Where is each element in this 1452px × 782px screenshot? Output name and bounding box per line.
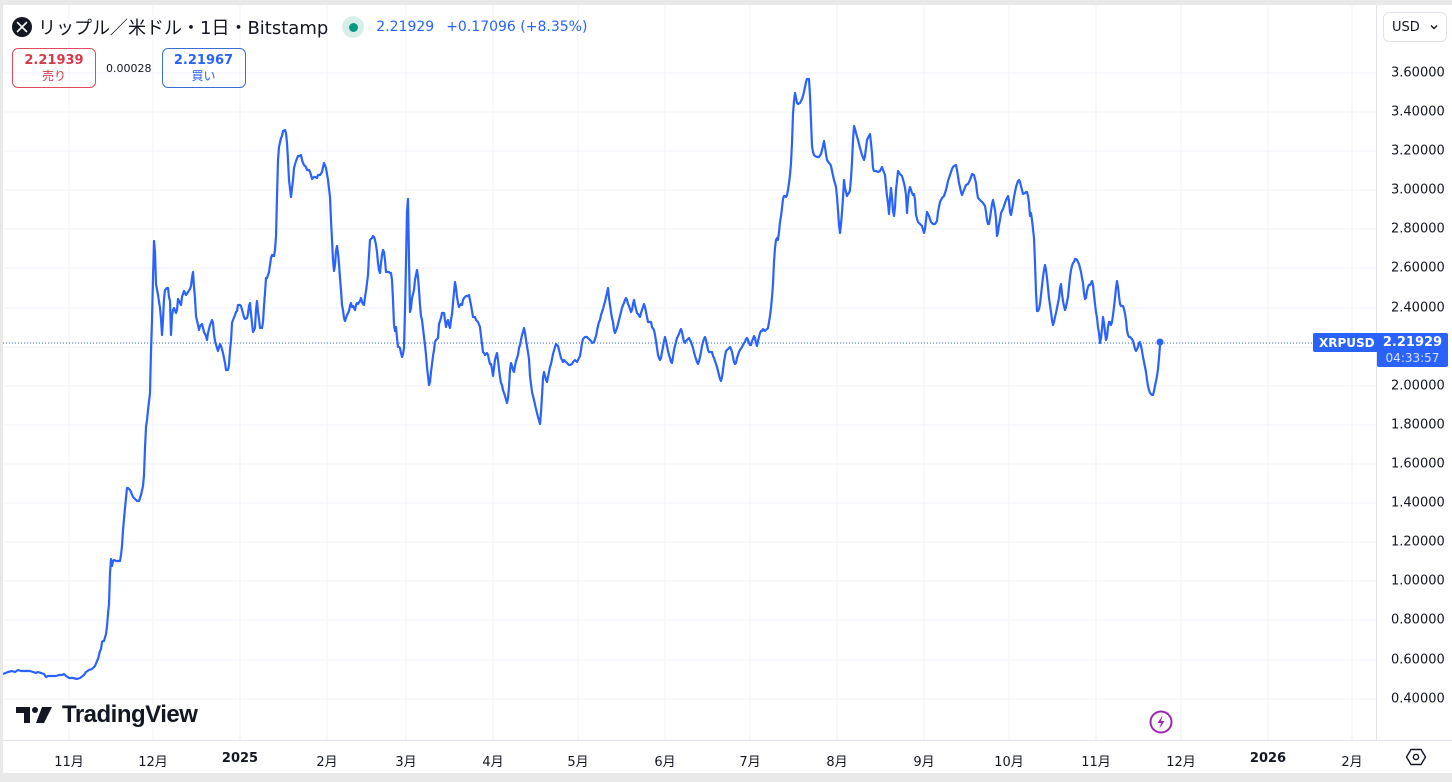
price-chart-plot[interactable] xyxy=(3,5,1376,740)
x-tick: 7月 xyxy=(739,755,761,770)
x-tick: 4月 xyxy=(482,755,504,770)
x-tick: 8月 xyxy=(826,755,848,770)
x-tick: 12月 xyxy=(1166,755,1196,770)
currency-value: USD xyxy=(1392,19,1420,35)
xrp-logo-icon xyxy=(12,17,32,37)
chart-settings-icon[interactable] xyxy=(1405,746,1427,768)
chart-title[interactable]: リップル／米ドル・1日・Bitstamp xyxy=(38,18,329,39)
y-tick: 3.60000 xyxy=(1391,65,1445,81)
y-tick: 1.20000 xyxy=(1391,534,1445,550)
x-tick: 2月 xyxy=(316,755,338,770)
tradingview-logo[interactable]: TradingView xyxy=(16,701,198,729)
sell-label: 売り xyxy=(41,68,66,83)
sell-button[interactable]: 2.21939 売り xyxy=(12,48,96,88)
tradingview-wordmark: TradingView xyxy=(62,701,198,728)
y-tick: 2.40000 xyxy=(1391,300,1445,316)
last-price: 2.21929 xyxy=(376,19,435,35)
y-tick: 0.40000 xyxy=(1391,691,1445,707)
y-tick: 2.00000 xyxy=(1391,378,1445,394)
bar-countdown: 04:33:57 xyxy=(1385,350,1440,365)
buy-button[interactable]: 2.21967 買い xyxy=(161,48,246,88)
window-top-border xyxy=(0,0,1452,5)
price-change: +0.17096 (+8.35%) xyxy=(446,19,588,35)
x-tick: 2月 xyxy=(1341,755,1363,770)
y-tick: 0.60000 xyxy=(1391,652,1445,668)
flash-events-icon[interactable] xyxy=(1149,710,1173,734)
tradingview-mark-icon xyxy=(16,707,52,723)
x-tick: 5月 xyxy=(567,755,589,770)
x-tick: 2025 xyxy=(221,751,259,766)
x-tick: 11月 xyxy=(54,755,84,770)
y-tick: 1.60000 xyxy=(1391,456,1445,472)
x-tick: 10月 xyxy=(994,755,1024,770)
y-tick: 2.60000 xyxy=(1391,260,1445,276)
horizontal-gridlines xyxy=(3,72,1376,700)
vertical-gridlines xyxy=(68,5,1353,740)
y-tick: 2.80000 xyxy=(1391,221,1445,237)
x-tick: 12月 xyxy=(138,755,168,770)
y-tick: 1.40000 xyxy=(1391,495,1445,511)
x-tick: 3月 xyxy=(395,755,417,770)
price-axis[interactable]: 3.60000 3.40000 3.20000 3.00000 2.80000 … xyxy=(1376,5,1452,740)
symbol-price-label: XRPUSD xyxy=(1313,333,1381,352)
last-price-tag: 2.21929 04:33:57 xyxy=(1377,333,1448,367)
time-axis[interactable]: 11月 12月 2025 2月 3月 4月 5月 6月 7月 8月 9月 10月… xyxy=(3,740,1452,774)
market-open-dot-icon xyxy=(348,22,358,32)
last-price-tag-value: 2.21929 xyxy=(1382,334,1443,350)
price-line xyxy=(3,77,1162,681)
y-tick: 1.00000 xyxy=(1391,573,1445,589)
buy-price: 2.21967 xyxy=(173,52,234,68)
y-tick: 1.80000 xyxy=(1391,417,1445,433)
chart-header: リップル／米ドル・1日・Bitstamp 2.21929 +0.17096 (+… xyxy=(12,15,587,39)
window-bottom-border xyxy=(0,773,1452,782)
market-status-indicator[interactable] xyxy=(342,16,365,38)
x-tick: 9月 xyxy=(913,755,935,770)
y-tick: 3.40000 xyxy=(1391,104,1445,120)
chevron-down-icon xyxy=(1430,25,1438,30)
x-tick: 2026 xyxy=(1249,751,1287,766)
window-left-border xyxy=(0,0,3,782)
x-tick: 11月 xyxy=(1081,755,1111,770)
y-tick: 0.80000 xyxy=(1391,612,1445,628)
y-tick: 3.00000 xyxy=(1391,182,1445,198)
sell-price: 2.21939 xyxy=(24,52,84,68)
last-price-marker xyxy=(1156,338,1164,346)
currency-selector[interactable]: USD xyxy=(1383,12,1447,42)
y-tick: 3.20000 xyxy=(1391,143,1445,159)
x-tick: 6月 xyxy=(654,755,676,770)
buy-label: 買い xyxy=(191,68,216,83)
quote-panel: 2.21939 売り 0.00028 2.21967 買い xyxy=(12,48,246,88)
spread-value: 0.00028 xyxy=(106,61,152,75)
